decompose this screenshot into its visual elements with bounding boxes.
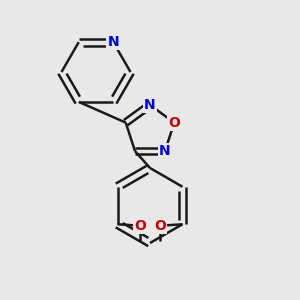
Text: N: N [107,35,119,49]
Text: O: O [134,219,146,233]
Text: N: N [144,98,156,112]
Text: O: O [154,219,166,233]
Text: O: O [168,116,180,130]
Text: N: N [159,144,171,158]
